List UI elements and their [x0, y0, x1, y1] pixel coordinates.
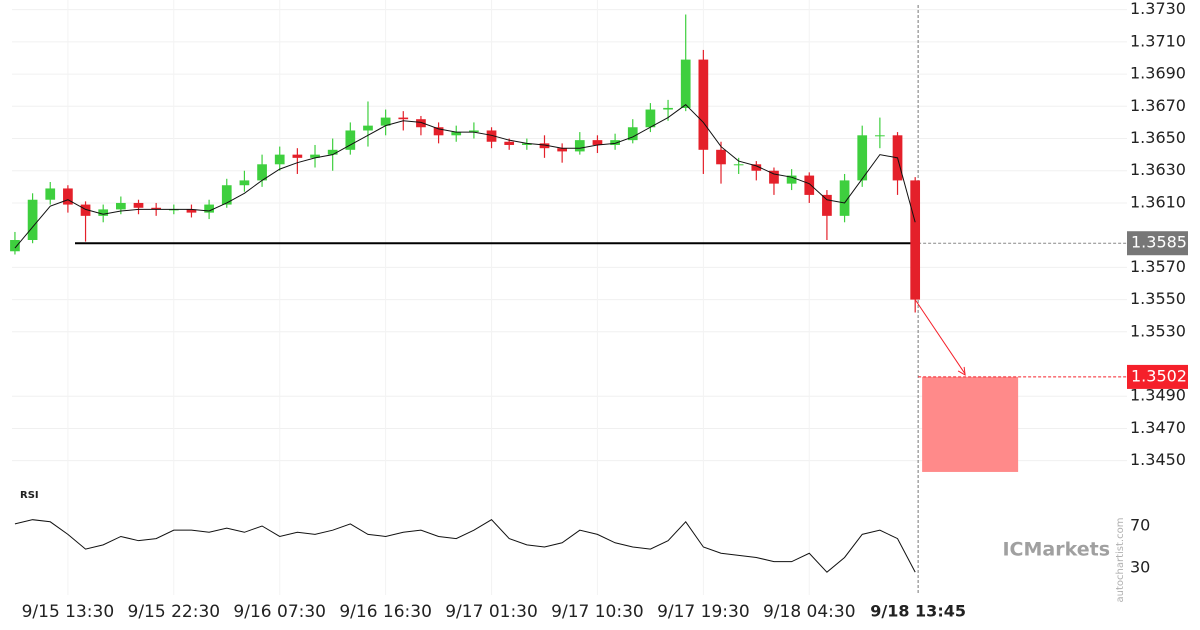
candle-body — [151, 207, 162, 210]
target-zone — [922, 376, 1019, 472]
background-layer — [12, 0, 1127, 595]
credit: autochartist.com — [1115, 518, 1126, 603]
y-tick-label: 1.3490 — [1130, 386, 1186, 405]
y-tick-label: 1.3570 — [1130, 257, 1186, 276]
x-tick-label: 9/16 07:30 — [233, 602, 326, 622]
y-tick-label: 1.3530 — [1130, 321, 1186, 340]
target-arrowhead — [957, 366, 966, 376]
candle-body — [574, 140, 585, 152]
candle-body — [486, 130, 497, 142]
candle-body — [822, 194, 832, 216]
candle-body — [769, 170, 779, 184]
candle-body — [10, 240, 20, 252]
candle-body — [751, 164, 762, 171]
candle-body — [416, 119, 426, 128]
candle-body — [521, 143, 532, 145]
candle-body — [839, 180, 850, 216]
candle-body — [45, 188, 56, 200]
moving-average — [14, 104, 916, 249]
candle-body — [204, 204, 214, 213]
candle-body — [380, 117, 391, 126]
candle-body — [98, 209, 109, 216]
candle-body — [363, 125, 373, 131]
candle-body — [257, 164, 267, 181]
y-tick-label: 1.3450 — [1130, 450, 1186, 469]
x-tick-label: 9/16 16:30 — [339, 602, 432, 622]
y-tick-label: 1.3470 — [1130, 418, 1186, 437]
rsi-line — [14, 519, 916, 573]
x-tick-label: 9/17 01:30 — [445, 602, 538, 622]
candle-body — [663, 107, 673, 110]
target-label: 1.3502 — [1131, 366, 1187, 385]
candle-body — [80, 204, 91, 216]
candle-body — [274, 154, 285, 165]
candle-body — [433, 127, 444, 136]
candle-body — [804, 175, 815, 195]
candle-body — [716, 149, 726, 165]
candle-body — [539, 143, 550, 149]
target-arrow — [914, 299, 966, 375]
y-tick-label: 1.3730 — [1130, 0, 1186, 18]
candle-body — [327, 149, 338, 155]
candle-body — [680, 59, 691, 108]
candle-body — [610, 140, 620, 145]
candle-body — [557, 148, 567, 152]
y-tick-label: 1.3550 — [1130, 289, 1186, 308]
x-tick-label: 9/17 10:30 — [551, 602, 644, 622]
support-label-box — [1127, 231, 1188, 256]
candle-body — [469, 130, 479, 133]
y-tick-label: 1.3690 — [1130, 64, 1186, 83]
candle-body — [451, 132, 462, 136]
y-tick-label: 1.3630 — [1130, 160, 1186, 179]
target-label-box — [1127, 364, 1188, 389]
y-tick-label: 1.3710 — [1130, 31, 1186, 50]
watermark: ICMarkets — [1002, 539, 1110, 561]
candle-body — [398, 117, 409, 120]
candle-body — [186, 209, 197, 213]
candle-body — [504, 141, 515, 145]
support-label: 1.3585 — [1131, 233, 1187, 252]
y-tick-label: 1.3670 — [1130, 96, 1186, 115]
candle-body — [27, 199, 38, 240]
x-tick-label: 9/15 13:30 — [22, 602, 115, 622]
y-tick-label: 1.3610 — [1130, 192, 1186, 211]
candle-body — [292, 154, 303, 158]
candle-body — [310, 154, 320, 158]
candle-body — [857, 135, 868, 181]
x-tick-label: 9/18 04:30 — [763, 602, 856, 622]
x-tick-label: 9/15 22:30 — [128, 602, 221, 622]
candle-body — [645, 109, 656, 128]
rsi-tick-label: 70 — [1130, 515, 1150, 534]
candle-body — [592, 140, 603, 145]
candle-body — [733, 164, 744, 166]
candle-body — [63, 188, 73, 205]
candle-body — [698, 59, 709, 150]
y-tick-label: 1.3650 — [1130, 128, 1186, 147]
candle-body — [786, 175, 797, 184]
candle-body — [875, 135, 885, 137]
candle-body — [345, 130, 356, 150]
candle-body — [239, 180, 250, 186]
candle-body — [133, 202, 144, 208]
candle-body — [221, 185, 232, 205]
current-time-label: 9/18 13:45 — [870, 602, 966, 621]
rsi-tick-label: 30 — [1130, 557, 1150, 576]
x-tick-label: 9/17 19:30 — [657, 602, 750, 622]
candle-body — [910, 180, 921, 300]
candle-body — [115, 202, 126, 210]
candle-body — [627, 127, 638, 141]
rsi-title: RSI — [20, 490, 39, 501]
